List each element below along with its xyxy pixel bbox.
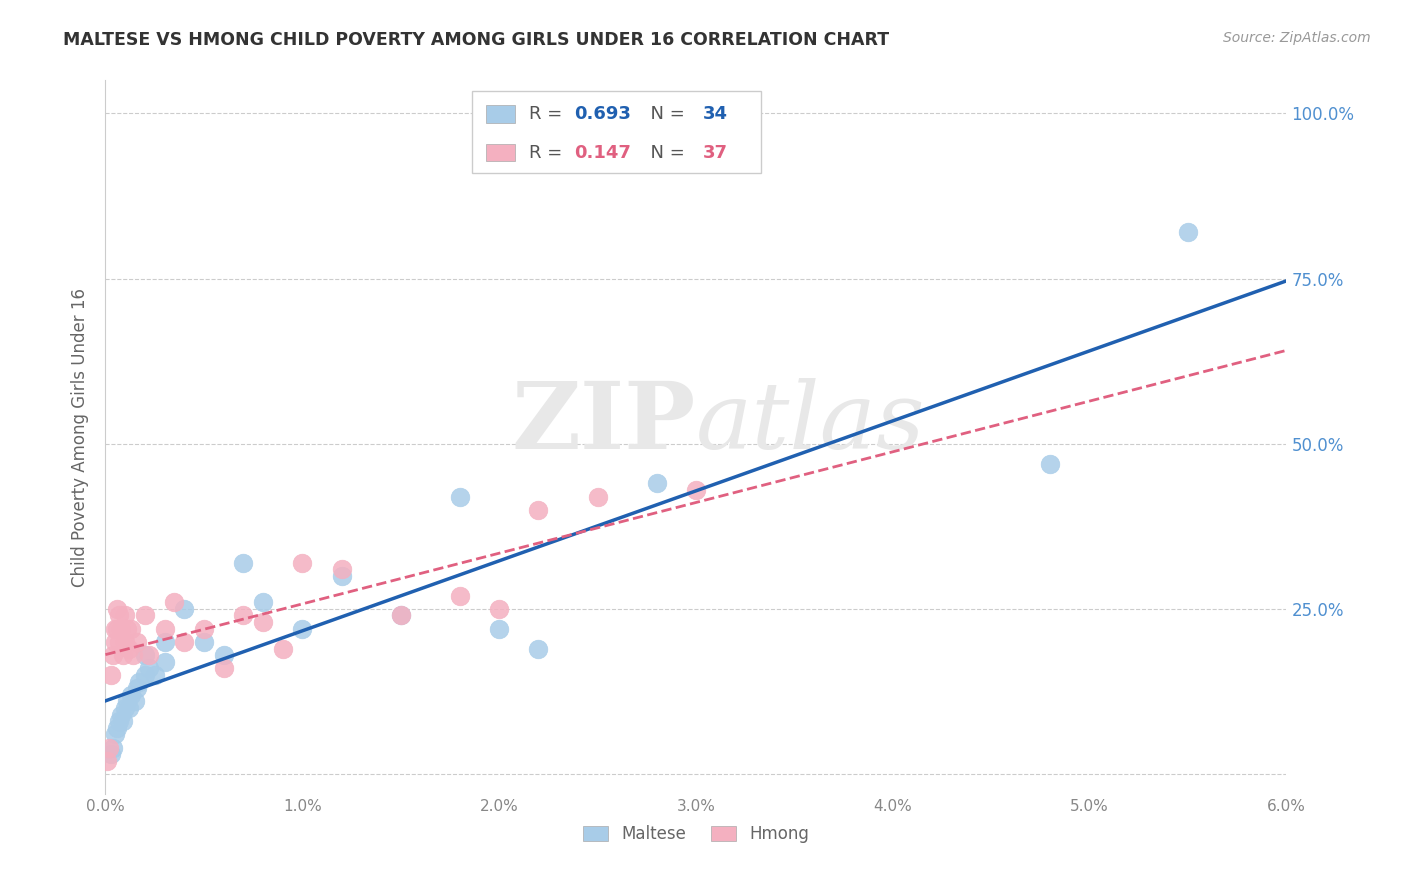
Text: N =: N = [640, 105, 690, 123]
Point [110, 622, 132, 636]
Text: R =: R = [530, 105, 568, 123]
Point [104, 635, 127, 649]
Point [449, 589, 471, 603]
Point [96, 754, 118, 768]
Text: atlas: atlas [696, 378, 925, 467]
Point [105, 602, 128, 616]
Point [138, 661, 160, 675]
Point [125, 681, 148, 695]
Point [153, 655, 176, 669]
Point [193, 635, 215, 649]
Point [645, 476, 668, 491]
Point [138, 648, 160, 662]
Text: R =: R = [530, 144, 568, 161]
Point [114, 701, 136, 715]
Legend: Maltese, Hmong: Maltese, Hmong [576, 819, 815, 850]
Point [112, 648, 135, 662]
Point [330, 569, 353, 583]
Point [527, 641, 550, 656]
Point [118, 701, 141, 715]
Point [98, 740, 121, 755]
Point [193, 622, 215, 636]
Y-axis label: Child Poverty Among Girls Under 16: Child Poverty Among Girls Under 16 [70, 287, 89, 587]
Point [100, 668, 122, 682]
Text: 37: 37 [703, 144, 728, 161]
Point [212, 648, 235, 662]
Point [105, 721, 128, 735]
Point [153, 622, 176, 636]
Point [232, 608, 254, 623]
Point [291, 622, 314, 636]
Point [173, 635, 195, 649]
Point [118, 641, 141, 656]
Point [125, 635, 148, 649]
Text: 34: 34 [703, 105, 728, 123]
Point [330, 562, 353, 576]
Point [488, 602, 510, 616]
FancyBboxPatch shape [471, 91, 761, 173]
Point [163, 595, 186, 609]
Point [153, 635, 176, 649]
Point [115, 694, 138, 708]
Point [134, 648, 156, 662]
Point [134, 668, 156, 682]
Point [252, 595, 274, 609]
Point [108, 635, 131, 649]
Point [527, 502, 550, 516]
Point [104, 727, 127, 741]
Point [110, 707, 132, 722]
Point [291, 556, 314, 570]
Point [449, 490, 471, 504]
Text: Source: ZipAtlas.com: Source: ZipAtlas.com [1223, 31, 1371, 45]
Point [114, 608, 136, 623]
Point [252, 615, 274, 629]
Point [128, 674, 150, 689]
Text: MALTESE VS HMONG CHILD POVERTY AMONG GIRLS UNDER 16 CORRELATION CHART: MALTESE VS HMONG CHILD POVERTY AMONG GIR… [63, 31, 890, 49]
Point [1177, 225, 1199, 239]
Point [173, 602, 195, 616]
Point [389, 608, 412, 623]
Point [105, 622, 128, 636]
Point [143, 668, 166, 682]
Text: 0.147: 0.147 [574, 144, 631, 161]
Point [685, 483, 707, 497]
Point [389, 608, 412, 623]
Point [114, 635, 136, 649]
Point [488, 622, 510, 636]
Point [104, 622, 127, 636]
Text: ZIP: ZIP [512, 378, 696, 467]
Point [122, 648, 145, 662]
Point [103, 740, 125, 755]
Text: 0.693: 0.693 [574, 105, 631, 123]
Point [212, 661, 235, 675]
Point [108, 714, 131, 729]
Point [120, 688, 142, 702]
Point [108, 608, 131, 623]
Point [124, 694, 146, 708]
Text: N =: N = [640, 144, 690, 161]
Point [271, 641, 294, 656]
Point [120, 622, 142, 636]
Point [1039, 457, 1062, 471]
Point [232, 556, 254, 570]
Point [115, 622, 138, 636]
FancyBboxPatch shape [485, 144, 515, 161]
Point [103, 648, 125, 662]
Point [134, 608, 156, 623]
Point [112, 714, 135, 729]
Point [100, 747, 122, 762]
Point [586, 490, 609, 504]
FancyBboxPatch shape [485, 105, 515, 123]
